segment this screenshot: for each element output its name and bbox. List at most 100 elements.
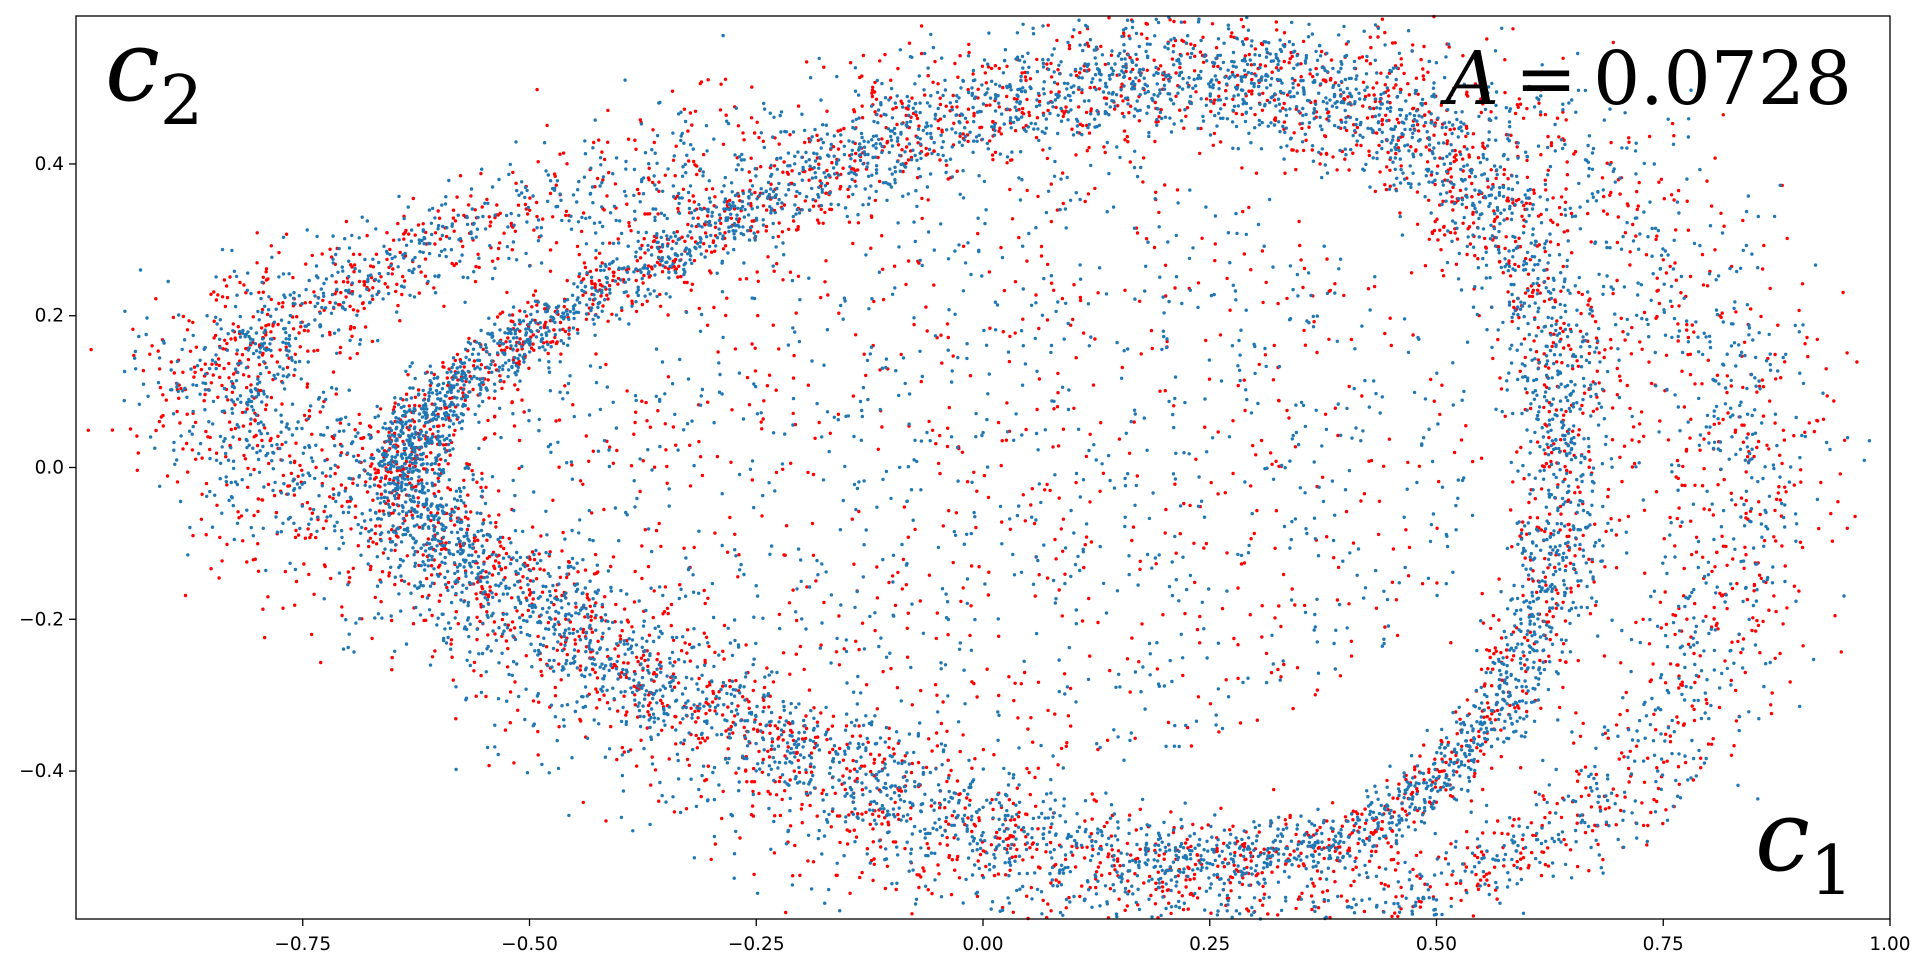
data-point	[248, 422, 253, 426]
data-point	[745, 375, 750, 380]
data-point	[1506, 177, 1510, 181]
data-point	[705, 736, 710, 740]
data-point	[257, 290, 261, 295]
data-point	[851, 394, 856, 398]
data-point	[761, 204, 766, 208]
data-point	[1564, 409, 1568, 414]
data-point	[1328, 288, 1333, 293]
data-point	[557, 465, 561, 469]
data-point	[542, 325, 547, 330]
data-point	[1260, 249, 1265, 253]
data-point	[1213, 242, 1218, 246]
data-point	[225, 542, 229, 547]
data-point	[620, 671, 624, 675]
data-point	[671, 425, 676, 429]
data-point	[405, 554, 409, 558]
data-point	[1655, 234, 1659, 238]
data-point	[346, 280, 350, 284]
data-point	[1783, 360, 1787, 364]
data-point	[1375, 81, 1379, 85]
data-point	[157, 419, 162, 424]
data-point	[1609, 190, 1613, 195]
data-point	[1138, 847, 1142, 851]
data-point	[284, 345, 288, 349]
data-point	[993, 150, 998, 154]
data-point	[1024, 78, 1028, 83]
data-point	[1642, 508, 1647, 512]
data-point	[947, 405, 951, 410]
data-point	[506, 623, 510, 627]
data-point	[204, 429, 208, 434]
data-point	[1492, 831, 1497, 835]
data-point	[369, 464, 373, 468]
data-point	[671, 158, 676, 162]
data-point	[873, 198, 878, 203]
data-point	[356, 544, 360, 548]
data-point	[788, 270, 793, 274]
data-point	[1497, 577, 1501, 581]
data-point	[709, 250, 714, 254]
data-point	[756, 230, 760, 234]
data-point	[1117, 897, 1121, 901]
data-point	[380, 570, 385, 574]
data-point	[634, 764, 639, 768]
data-point	[298, 463, 302, 468]
data-point	[757, 749, 761, 754]
data-point	[1523, 355, 1528, 360]
data-point	[773, 724, 777, 728]
data-point	[1482, 236, 1487, 241]
data-point	[1484, 97, 1489, 102]
data-point	[793, 422, 798, 427]
data-point	[1549, 143, 1554, 148]
data-point	[1029, 503, 1033, 507]
data-point	[441, 443, 446, 447]
data-point	[1140, 622, 1144, 626]
data-point	[1443, 857, 1448, 861]
data-point	[451, 216, 456, 220]
data-point	[467, 462, 472, 467]
data-point	[1720, 534, 1724, 538]
data-point	[764, 224, 769, 229]
data-point	[1138, 807, 1143, 811]
data-point	[1105, 820, 1109, 825]
data-point	[504, 639, 509, 643]
data-point	[817, 420, 821, 425]
data-point	[764, 229, 768, 233]
data-point	[984, 864, 988, 869]
data-point	[971, 72, 975, 76]
data-point	[1535, 590, 1539, 594]
data-point	[594, 352, 598, 356]
data-point	[1309, 894, 1314, 898]
data-point	[1524, 669, 1528, 674]
data-point	[759, 420, 763, 424]
data-point	[546, 620, 551, 625]
data-point	[1198, 641, 1202, 645]
data-point	[1157, 115, 1161, 119]
data-point	[1685, 617, 1689, 621]
data-point	[1701, 555, 1705, 559]
data-point	[1386, 808, 1390, 812]
data-point	[444, 234, 449, 239]
data-point	[1009, 158, 1013, 162]
data-point	[702, 631, 706, 635]
data-point	[1473, 853, 1477, 858]
data-point	[694, 720, 698, 724]
data-point	[331, 370, 336, 374]
data-point	[891, 107, 895, 111]
data-point	[1499, 728, 1503, 732]
data-point	[421, 553, 425, 557]
data-point	[1855, 360, 1859, 364]
data-point	[276, 434, 280, 438]
data-point	[1699, 756, 1703, 760]
data-point	[1729, 491, 1734, 495]
data-point	[1248, 613, 1253, 617]
data-point	[1347, 384, 1351, 389]
data-point	[663, 422, 667, 426]
data-point	[1261, 903, 1265, 907]
data-point	[787, 601, 792, 605]
data-point	[1315, 350, 1319, 355]
data-point	[299, 325, 303, 329]
data-point	[872, 857, 876, 861]
data-point	[1074, 356, 1078, 360]
data-point	[583, 568, 588, 572]
